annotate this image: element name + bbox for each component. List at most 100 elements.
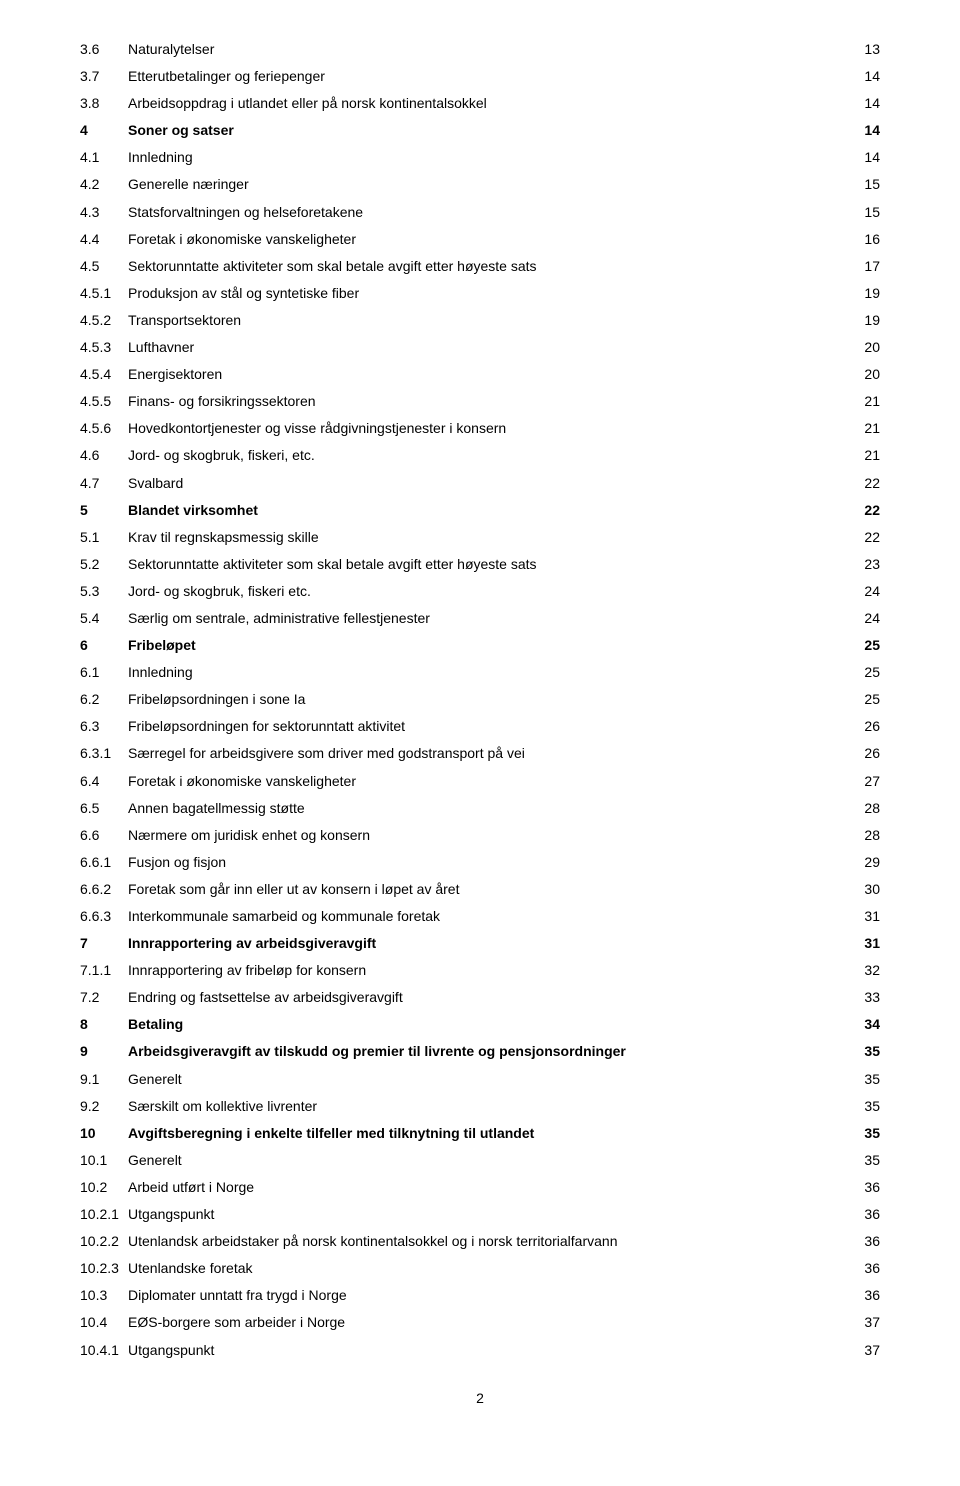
- toc-entry[interactable]: 7.2Endring og fastsettelse av arbeidsgiv…: [80, 988, 880, 1008]
- toc-entry[interactable]: 5.1Krav til regnskapsmessig skille22: [80, 528, 880, 548]
- page-number: 2: [80, 1390, 880, 1406]
- toc-page: 29: [856, 853, 880, 873]
- toc-page: 21: [856, 419, 880, 439]
- toc-number: 6.1: [80, 663, 128, 683]
- toc-number: 4.6: [80, 446, 128, 466]
- toc-number: 10.4.1: [80, 1341, 128, 1361]
- toc-title: Interkommunale samarbeid og kommunale fo…: [128, 907, 440, 927]
- toc-page: 21: [856, 446, 880, 466]
- toc-number: 6: [80, 636, 128, 656]
- toc-entry[interactable]: 4.5Sektorunntatte aktiviteter som skal b…: [80, 257, 880, 277]
- toc-page: 35: [856, 1124, 880, 1144]
- toc-number: 4.5.4: [80, 365, 128, 385]
- toc-page: 37: [856, 1313, 880, 1333]
- toc-number: 4.5.5: [80, 392, 128, 412]
- toc-entry[interactable]: 5Blandet virksomhet22: [80, 501, 880, 521]
- toc-title: EØS-borgere som arbeider i Norge: [128, 1313, 345, 1333]
- toc-number: 7.1.1: [80, 961, 128, 981]
- toc-entry[interactable]: 9.2Særskilt om kollektive livrenter35: [80, 1097, 880, 1117]
- toc-entry[interactable]: 6.1Innledning25: [80, 663, 880, 683]
- toc-entry[interactable]: 10.2.3Utenlandske foretak36: [80, 1259, 880, 1279]
- toc-title: Produksjon av stål og syntetiske fiber: [128, 284, 359, 304]
- toc-page: 15: [856, 203, 880, 223]
- toc-number: 10.2.3: [80, 1259, 128, 1279]
- toc-number: 4.2: [80, 175, 128, 195]
- toc-entry[interactable]: 5.3Jord- og skogbruk, fiskeri etc.24: [80, 582, 880, 602]
- toc-entry[interactable]: 10.4EØS-borgere som arbeider i Norge37: [80, 1313, 880, 1333]
- toc-page: 35: [856, 1042, 880, 1062]
- toc-title: Fribeløpet: [128, 636, 196, 656]
- toc-title: Diplomater unntatt fra trygd i Norge: [128, 1286, 347, 1306]
- toc-entry[interactable]: 6.4Foretak i økonomiske vanskeligheter27: [80, 772, 880, 792]
- toc-entry[interactable]: 4.4Foretak i økonomiske vanskeligheter16: [80, 230, 880, 250]
- toc-entry[interactable]: 4.5.2Transportsektoren19: [80, 311, 880, 331]
- toc-entry[interactable]: 6.6Nærmere om juridisk enhet og konsern2…: [80, 826, 880, 846]
- toc-page: 14: [856, 121, 880, 141]
- toc-page: 16: [856, 230, 880, 250]
- toc-number: 3.6: [80, 40, 128, 60]
- toc-title: Nærmere om juridisk enhet og konsern: [128, 826, 370, 846]
- toc-title: Generelt: [128, 1070, 182, 1090]
- toc-entry[interactable]: 4.5.1Produksjon av stål og syntetiske fi…: [80, 284, 880, 304]
- toc-entry[interactable]: 7Innrapportering av arbeidsgiveravgift31: [80, 934, 880, 954]
- toc-entry[interactable]: 6.5Annen bagatellmessig støtte28: [80, 799, 880, 819]
- toc-number: 6.6.2: [80, 880, 128, 900]
- toc-number: 9.1: [80, 1070, 128, 1090]
- toc-number: 4.4: [80, 230, 128, 250]
- toc-entry[interactable]: 4.2Generelle næringer15: [80, 175, 880, 195]
- toc-entry[interactable]: 10.3Diplomater unntatt fra trygd i Norge…: [80, 1286, 880, 1306]
- toc-entry[interactable]: 10.4.1Utgangspunkt37: [80, 1341, 880, 1361]
- toc-number: 9: [80, 1042, 128, 1062]
- toc-entry[interactable]: 4.5.5Finans- og forsikringssektoren21: [80, 392, 880, 412]
- toc-entry[interactable]: 7.1.1Innrapportering av fribeløp for kon…: [80, 961, 880, 981]
- toc-entry[interactable]: 10.2.1Utgangspunkt36: [80, 1205, 880, 1225]
- toc-page: 28: [856, 826, 880, 846]
- toc-entry[interactable]: 4.5.6Hovedkontortjenester og visse rådgi…: [80, 419, 880, 439]
- toc-entry[interactable]: 8Betaling34: [80, 1015, 880, 1035]
- toc-number: 6.3.1: [80, 744, 128, 764]
- toc-entry[interactable]: 4.3Statsforvaltningen og helseforetakene…: [80, 203, 880, 223]
- toc-entry[interactable]: 10.2.2Utenlandsk arbeidstaker på norsk k…: [80, 1232, 880, 1252]
- toc-page: 32: [856, 961, 880, 981]
- toc-entry[interactable]: 4.5.4Energisektoren20: [80, 365, 880, 385]
- toc-entry[interactable]: 4Soner og satser14: [80, 121, 880, 141]
- toc-entry[interactable]: 4.7Svalbard22: [80, 474, 880, 494]
- toc-title: Blandet virksomhet: [128, 501, 258, 521]
- toc-entry[interactable]: 3.7Etterutbetalinger og feriepenger14: [80, 67, 880, 87]
- toc-title: Endring og fastsettelse av arbeidsgivera…: [128, 988, 403, 1008]
- toc-entry[interactable]: 6.2Fribeløpsordningen i sone Ia25: [80, 690, 880, 710]
- toc-title: Sektorunntatte aktiviteter som skal beta…: [128, 555, 537, 575]
- toc-page: 26: [856, 717, 880, 737]
- toc-page: 19: [856, 311, 880, 331]
- toc-entry[interactable]: 6Fribeløpet25: [80, 636, 880, 656]
- toc-entry[interactable]: 5.2Sektorunntatte aktiviteter som skal b…: [80, 555, 880, 575]
- toc-number: 4.5.6: [80, 419, 128, 439]
- toc-entry[interactable]: 3.8Arbeidsoppdrag i utlandet eller på no…: [80, 94, 880, 114]
- toc-entry[interactable]: 4.1Innledning14: [80, 148, 880, 168]
- toc-entry[interactable]: 4.6Jord- og skogbruk, fiskeri, etc.21: [80, 446, 880, 466]
- toc-title: Arbeidsgiveravgift av tilskudd og premie…: [128, 1042, 626, 1062]
- toc-entry[interactable]: 6.3.1Særregel for arbeidsgivere som driv…: [80, 744, 880, 764]
- toc-entry[interactable]: 10.2Arbeid utført i Norge36: [80, 1178, 880, 1198]
- toc-entry[interactable]: 10Avgiftsberegning i enkelte tilfeller m…: [80, 1124, 880, 1144]
- toc-entry[interactable]: 9.1Generelt35: [80, 1070, 880, 1090]
- toc-page: 19: [856, 284, 880, 304]
- toc-number: 10.1: [80, 1151, 128, 1171]
- toc-page: 20: [856, 338, 880, 358]
- toc-entry[interactable]: 4.5.3Lufthavner20: [80, 338, 880, 358]
- toc-entry[interactable]: 6.6.2Foretak som går inn eller ut av kon…: [80, 880, 880, 900]
- toc-title: Lufthavner: [128, 338, 194, 358]
- toc-entry[interactable]: 3.6Naturalytelser13: [80, 40, 880, 60]
- toc-entry[interactable]: 6.6.3Interkommunale samarbeid og kommuna…: [80, 907, 880, 927]
- toc-number: 5: [80, 501, 128, 521]
- toc-entry[interactable]: 6.6.1Fusjon og fisjon29: [80, 853, 880, 873]
- toc-entry[interactable]: 9Arbeidsgiveravgift av tilskudd og premi…: [80, 1042, 880, 1062]
- toc-entry[interactable]: 10.1Generelt35: [80, 1151, 880, 1171]
- toc-page: 35: [856, 1097, 880, 1117]
- toc-title: Utgangspunkt: [128, 1341, 214, 1361]
- toc-entry[interactable]: 5.4Særlig om sentrale, administrative fe…: [80, 609, 880, 629]
- toc-page: 35: [856, 1151, 880, 1171]
- toc-page: 24: [856, 609, 880, 629]
- toc-entry[interactable]: 6.3Fribeløpsordningen for sektorunntatt …: [80, 717, 880, 737]
- toc-number: 5.3: [80, 582, 128, 602]
